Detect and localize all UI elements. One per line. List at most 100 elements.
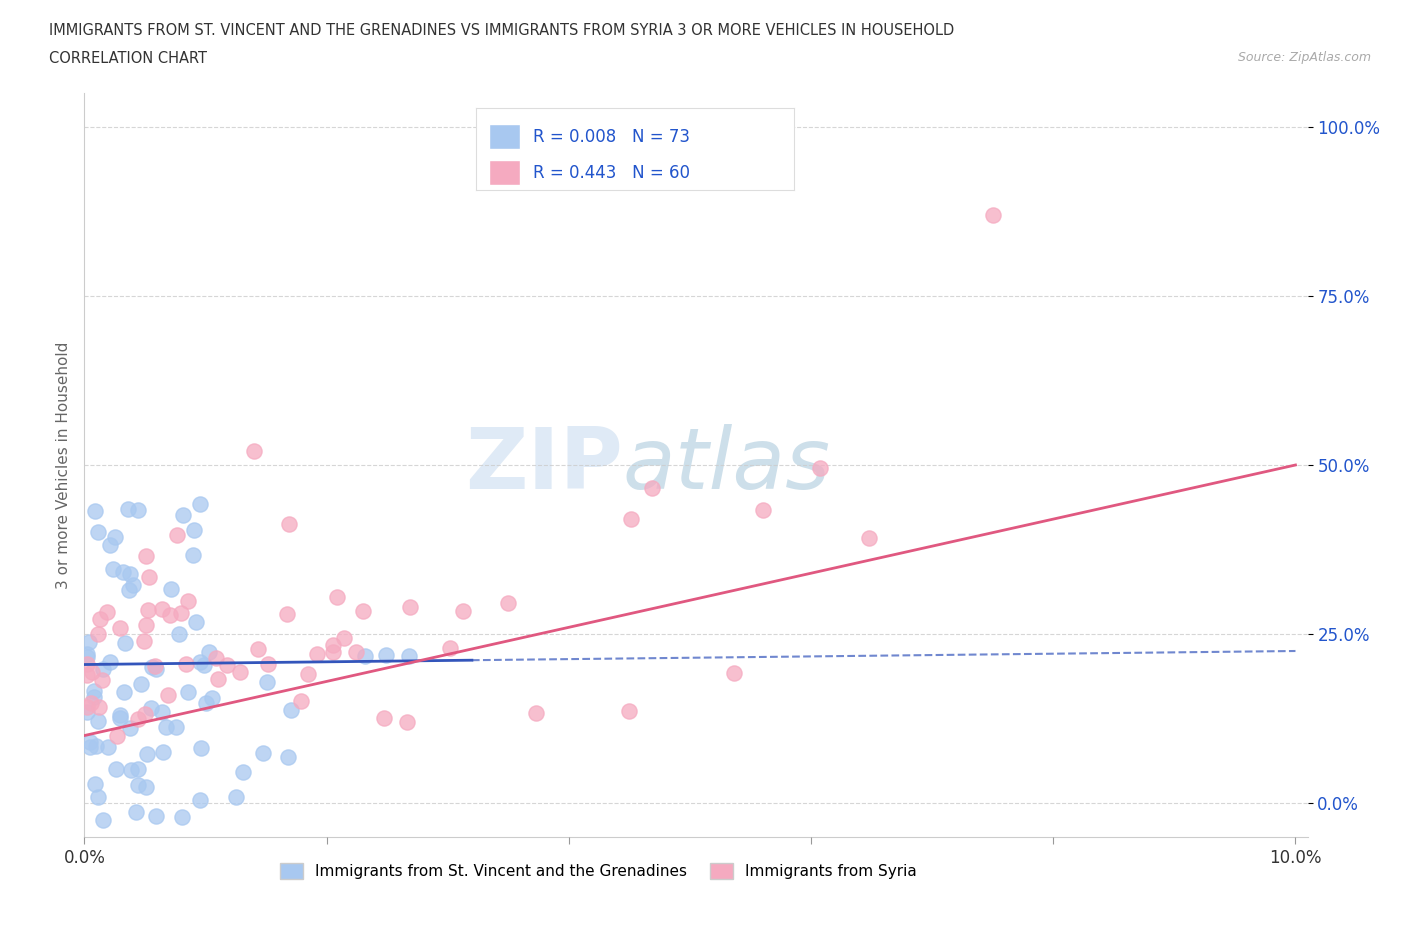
- Point: [352, 604, 374, 618]
- Point: [77, 635, 100, 650]
- Point: [83, 684, 105, 698]
- Point: [121, 578, 143, 592]
- Point: [326, 590, 349, 604]
- Point: [93, 662, 115, 677]
- Point: [114, 635, 136, 650]
- Point: [160, 581, 183, 596]
- Point: [181, 547, 204, 562]
- Point: [127, 762, 149, 777]
- Text: CORRELATION CHART: CORRELATION CHART: [49, 51, 207, 66]
- Point: [201, 691, 224, 706]
- Point: [105, 728, 128, 743]
- Point: [225, 790, 247, 804]
- Point: [205, 650, 228, 665]
- Point: [157, 688, 180, 703]
- Point: [145, 808, 167, 823]
- Point: [170, 605, 193, 620]
- Point: [752, 503, 775, 518]
- Point: [524, 705, 547, 720]
- Point: [132, 633, 155, 648]
- Point: [135, 747, 157, 762]
- Point: [86, 525, 108, 539]
- Point: [617, 704, 640, 719]
- Point: [91, 813, 114, 828]
- Point: [172, 508, 194, 523]
- Point: [174, 657, 197, 671]
- Point: [101, 562, 124, 577]
- Point: [177, 593, 200, 608]
- Point: [125, 805, 148, 820]
- Point: [89, 612, 111, 627]
- Point: [83, 777, 105, 791]
- Point: [139, 700, 162, 715]
- Point: [723, 666, 745, 681]
- Point: [195, 696, 218, 711]
- Point: [135, 548, 157, 563]
- Point: [183, 523, 205, 538]
- Point: [76, 705, 98, 720]
- Point: [84, 503, 107, 518]
- Point: [108, 711, 131, 725]
- Point: [129, 677, 152, 692]
- Point: [641, 480, 664, 495]
- Point: [79, 735, 101, 750]
- Point: [165, 719, 187, 734]
- Point: [198, 644, 221, 659]
- Point: [322, 638, 344, 653]
- Point: [193, 658, 215, 672]
- Point: [167, 627, 190, 642]
- Point: [290, 694, 312, 709]
- Point: [188, 792, 211, 807]
- Point: [136, 603, 159, 618]
- Point: [232, 764, 254, 779]
- Point: [399, 600, 422, 615]
- Point: [277, 750, 299, 764]
- Point: [112, 685, 135, 700]
- Point: [76, 649, 98, 664]
- Point: [322, 644, 344, 659]
- Point: [118, 721, 141, 736]
- Point: [76, 668, 98, 683]
- Point: [207, 671, 229, 686]
- Point: [398, 649, 420, 664]
- Point: [118, 582, 141, 597]
- Point: [80, 696, 103, 711]
- Point: [76, 646, 98, 661]
- Point: [177, 685, 200, 700]
- Point: [858, 531, 880, 546]
- Point: [105, 762, 128, 777]
- Text: atlas: atlas: [623, 423, 831, 507]
- Point: [150, 602, 173, 617]
- Point: [280, 702, 302, 717]
- Point: [87, 713, 110, 728]
- Point: [155, 719, 177, 734]
- Point: [344, 644, 367, 659]
- Point: [354, 648, 377, 663]
- Point: [112, 565, 135, 579]
- Point: [620, 512, 643, 526]
- Point: [808, 460, 831, 475]
- Point: [184, 615, 207, 630]
- Point: [134, 707, 156, 722]
- Point: [141, 660, 163, 675]
- Point: [246, 641, 269, 656]
- Point: [98, 655, 121, 670]
- Text: ZIP: ZIP: [465, 423, 623, 507]
- Point: [152, 745, 174, 760]
- Point: [498, 596, 520, 611]
- Point: [215, 658, 238, 672]
- Point: [83, 690, 105, 705]
- Point: [127, 502, 149, 517]
- Point: [374, 647, 396, 662]
- Point: [110, 620, 132, 635]
- Point: [228, 665, 250, 680]
- Point: [79, 739, 101, 754]
- Point: [98, 538, 121, 552]
- Point: [276, 606, 298, 621]
- Point: [127, 711, 149, 726]
- Point: [152, 705, 174, 720]
- Point: [120, 763, 142, 777]
- Point: [188, 655, 211, 670]
- Point: [252, 745, 274, 760]
- Point: [108, 708, 131, 723]
